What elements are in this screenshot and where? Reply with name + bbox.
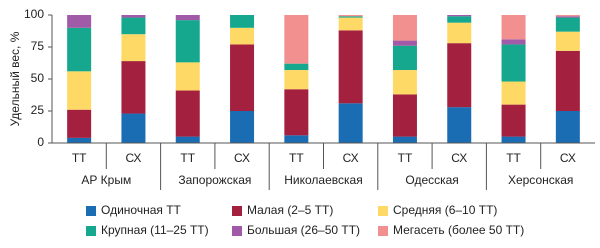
bar-segment (121, 17, 146, 35)
bar-segment (121, 61, 146, 114)
bar-segment (284, 135, 309, 143)
legend-swatch (378, 206, 388, 216)
bar-segment (121, 15, 146, 18)
y-tick-label: 25 (31, 103, 45, 117)
legend-swatch (86, 226, 96, 236)
legend-swatch (86, 206, 96, 216)
legend-swatch (232, 226, 242, 236)
bar-segment (555, 31, 580, 51)
bar-segment (501, 81, 526, 105)
x-tick-label: ТТ (506, 151, 521, 165)
bar-segment (230, 15, 255, 28)
bar-segment (555, 111, 580, 143)
bar-segment (121, 34, 146, 62)
bar-segment (175, 90, 200, 137)
bar-segment (230, 111, 255, 143)
legend-label: Крупная (11–25 ТТ) (101, 223, 209, 237)
bar-segment (121, 113, 146, 143)
legend-swatch (378, 226, 388, 236)
bar-segment (338, 30, 363, 104)
bar-segment (392, 70, 417, 95)
group-label: Запорожская (178, 173, 251, 187)
bar-segment (501, 39, 526, 45)
bar-segment (338, 103, 363, 143)
x-tick-label: СХ (125, 151, 141, 165)
y-tick-label: 75 (31, 39, 45, 53)
legend-label: Малая (2–5 ТТ) (247, 203, 333, 217)
bar-segment (555, 16, 580, 18)
legend-swatch (232, 206, 242, 216)
bar-segment (175, 136, 200, 143)
bar-segment (67, 71, 92, 110)
bar-segment (175, 62, 200, 91)
legend-label: Средняя (6–10 ТТ) (393, 203, 497, 217)
bar-segment (392, 94, 417, 137)
bar-segment (447, 107, 472, 143)
bar-segment (338, 16, 363, 18)
x-tick-label: СХ (343, 151, 359, 165)
bar-segment (175, 15, 200, 21)
bar-segment (338, 15, 363, 17)
bar-segment (501, 136, 526, 143)
bar-segment (284, 89, 309, 136)
bar-segment (392, 45, 417, 71)
y-tick-label: 50 (31, 71, 45, 85)
bar-segment (447, 43, 472, 108)
x-tick-label: ТТ (180, 151, 195, 165)
bar-segment (555, 15, 580, 17)
bar-segment (501, 15, 526, 40)
bar-segment (555, 50, 580, 111)
bar-segment (392, 136, 417, 143)
bar-segment (447, 15, 472, 17)
bar-segment (67, 15, 92, 28)
group-label: АР Крым (81, 173, 131, 187)
bar-segment (284, 70, 309, 90)
y-tick-label: 100 (24, 7, 44, 21)
legend-label: Большая (26–50 ТТ) (247, 223, 360, 237)
bar-segment (555, 17, 580, 32)
legend-label: Одиночная ТТ (101, 203, 182, 217)
group-label: Херсонская (508, 173, 573, 187)
bar-segment (392, 40, 417, 46)
y-tick-label: 0 (37, 135, 44, 149)
bar-segment (284, 15, 309, 64)
legend-label: Мегасеть (более 50 ТТ) (393, 223, 524, 237)
bar-segment (67, 109, 92, 138)
bar-segment (67, 27, 92, 72)
bar-segment (284, 63, 309, 71)
x-tick-label: СХ (451, 151, 467, 165)
bar-segment (392, 15, 417, 41)
bar-segment (67, 137, 92, 143)
y-axis-label: Удельный вес, % (8, 31, 22, 126)
bar-segment (447, 22, 472, 44)
group-label: Николаевская (284, 173, 362, 187)
bar-segment (175, 20, 200, 63)
bar-segment (230, 44, 255, 111)
x-tick-label: ТТ (398, 151, 413, 165)
bar-segment (230, 27, 255, 45)
group-label: Одесская (405, 173, 458, 187)
bar-segment (338, 17, 363, 31)
bar-segment (501, 104, 526, 137)
bar-segment (501, 44, 526, 82)
x-tick-label: СХ (234, 151, 250, 165)
x-tick-label: ТТ (72, 151, 87, 165)
x-tick-label: ТТ (289, 151, 304, 165)
bar-segment (447, 16, 472, 23)
x-tick-label: СХ (560, 151, 576, 165)
